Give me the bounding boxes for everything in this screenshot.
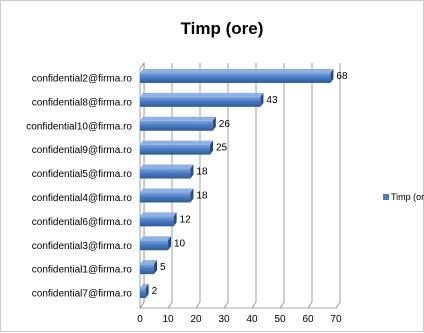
value-label-2: 43 (266, 95, 278, 106)
bar-top-face (140, 284, 149, 289)
legend: Timp (ore) (383, 192, 424, 202)
bar-5 (140, 164, 194, 179)
bar-front-face (140, 288, 146, 299)
bar-top-face (140, 260, 157, 265)
bar-10 (140, 284, 149, 299)
floor-line-20 (195, 301, 201, 309)
bar-top-face (140, 212, 177, 217)
bar-end-cap (330, 68, 334, 83)
value-label-9: 5 (160, 262, 166, 273)
category-label-7: confidential6@firma.ro (32, 217, 133, 228)
x-tick-label-0: 0 (137, 314, 143, 325)
value-label-5: 18 (196, 167, 208, 178)
bar-top-face (140, 188, 194, 193)
legend-swatch (383, 194, 389, 200)
bar-front-face (140, 168, 191, 179)
bar-front-face (140, 192, 191, 203)
bar-front-face (140, 216, 174, 227)
bar-1 (140, 68, 334, 83)
bar-front-face (140, 72, 331, 83)
category-label-2: confidential8@firma.ro (32, 97, 133, 108)
bar-top-face (140, 236, 171, 241)
chart-title: Timp (ore) (181, 19, 264, 38)
bar-8 (140, 236, 171, 251)
category-label-5: confidential5@firma.ro (32, 169, 133, 180)
bar-4 (140, 140, 213, 155)
floor-line-40 (251, 301, 257, 309)
x-tick-label-30: 30 (218, 314, 230, 325)
bar-6 (140, 188, 194, 203)
x-tick-label-70: 70 (330, 314, 342, 325)
value-label-6: 18 (196, 190, 208, 201)
floor-line-30 (223, 301, 229, 309)
bar-top-face (140, 164, 194, 169)
legend-label: Timp (ore) (391, 192, 424, 202)
value-label-8: 10 (174, 238, 186, 249)
category-label-9: confidential1@firma.ro (32, 265, 133, 276)
floor-line-10 (167, 301, 173, 309)
bar-end-cap (212, 116, 216, 131)
bar-end-cap (154, 260, 157, 275)
floor-line-60 (307, 301, 313, 309)
value-label-4: 25 (216, 143, 228, 154)
bar-front-face (140, 144, 210, 155)
x-tick-label-20: 20 (190, 314, 202, 325)
bar-end-cap (173, 212, 177, 227)
bar-end-cap (260, 92, 264, 107)
value-label-3: 26 (219, 119, 231, 130)
bar-front-face (140, 96, 261, 107)
category-label-1: confidential2@firma.ro (32, 73, 133, 84)
bar-2 (140, 92, 264, 107)
bar-top-face (140, 68, 334, 73)
floor-line-50 (279, 301, 285, 309)
bar-end-cap (190, 188, 194, 203)
bar-9 (140, 260, 157, 275)
x-tick-label-10: 10 (162, 314, 174, 325)
bar-end-cap (145, 284, 149, 299)
category-label-8: confidential3@firma.ro (32, 241, 133, 252)
bar-end-cap (210, 140, 213, 155)
bar-end-cap (190, 164, 194, 179)
category-label-6: confidential4@firma.ro (32, 193, 133, 204)
bar-top-face (140, 140, 213, 145)
x-tick-label-60: 60 (302, 314, 314, 325)
x-tick-label-50: 50 (274, 314, 286, 325)
labels: confidential2@firma.ro 68 confidential8@fi… (26, 71, 348, 325)
category-label-3: confidential10@firma.ro (26, 121, 132, 132)
bars (140, 68, 334, 299)
bar-front-face (140, 120, 213, 131)
value-label-10: 2 (152, 286, 158, 297)
category-label-4: confidential9@firma.ro (32, 145, 133, 156)
bar-end-cap (168, 236, 171, 251)
x-tick-label-40: 40 (246, 314, 258, 325)
bar-7 (140, 212, 177, 227)
value-label-1: 68 (336, 71, 348, 82)
bar-top-face (140, 92, 264, 97)
floor-line-70 (335, 301, 341, 309)
bar-top-face (140, 116, 216, 121)
bar-front-face (140, 240, 168, 251)
bar-3 (140, 116, 216, 131)
bar-front-face (140, 264, 154, 275)
value-label-7: 12 (180, 214, 192, 225)
category-label-10: confidential7@firma.ro (32, 289, 133, 300)
